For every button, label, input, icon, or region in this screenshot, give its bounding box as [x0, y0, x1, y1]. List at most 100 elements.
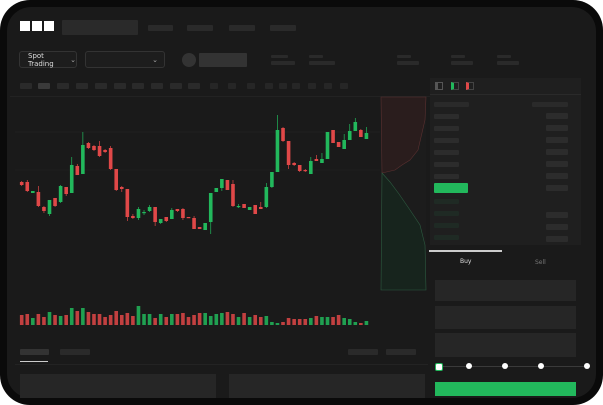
volume-bar — [53, 315, 57, 325]
candle-body — [181, 209, 185, 218]
volume-bar — [75, 311, 80, 325]
price-input[interactable] — [435, 280, 576, 301]
nav-item[interactable] — [187, 25, 213, 31]
candle-body — [281, 128, 285, 141]
chart-tool-icon[interactable] — [292, 83, 300, 89]
volume-bar — [225, 312, 230, 325]
slider-step-75[interactable] — [538, 363, 544, 369]
candle-body — [164, 217, 169, 221]
divider — [10, 96, 430, 97]
timeframe-button[interactable] — [188, 83, 200, 89]
chart-tool-icon[interactable] — [265, 83, 273, 89]
timeframe-button[interactable] — [132, 83, 144, 89]
chart-tool-icon[interactable] — [340, 83, 348, 89]
chart-tool-icon[interactable] — [247, 83, 255, 89]
search-bar[interactable] — [62, 20, 138, 35]
timeframe-button[interactable] — [114, 83, 126, 89]
volume-bar — [58, 316, 63, 325]
chart-tool-icon[interactable] — [279, 83, 287, 89]
chart-tool-icon[interactable] — [210, 83, 218, 89]
nav-item[interactable] — [270, 25, 296, 31]
chart-tool-icon[interactable] — [324, 83, 332, 89]
volume-bar — [286, 318, 291, 325]
volume-bar — [142, 314, 146, 325]
orderbook-asks-icon[interactable] — [466, 82, 474, 90]
volume-bar — [47, 312, 52, 325]
ask-price — [434, 162, 459, 167]
candle-body — [175, 209, 180, 211]
timeframe-button[interactable] — [38, 83, 50, 89]
timeframe-button[interactable] — [170, 83, 182, 89]
volume-bar — [86, 312, 91, 325]
candle-body — [359, 130, 363, 137]
nav-item[interactable] — [229, 25, 255, 31]
volume-bar — [336, 315, 341, 325]
slider-step-100[interactable] — [584, 363, 590, 369]
chart-tool-icon[interactable] — [308, 83, 316, 89]
volume-bar — [314, 316, 319, 325]
filter-button[interactable] — [348, 349, 378, 355]
volume-bar — [270, 322, 274, 325]
volume-bar — [25, 314, 30, 325]
volume-bar — [153, 318, 157, 325]
pair-selector[interactable]: ⌄ — [85, 51, 165, 68]
buy-button[interactable] — [435, 382, 576, 396]
total-input[interactable] — [435, 333, 576, 357]
candle-body — [286, 141, 291, 165]
orders-panel — [20, 374, 216, 398]
amount-slider[interactable] — [440, 366, 588, 367]
candle-body — [47, 200, 52, 214]
timeframe-button[interactable] — [151, 83, 163, 89]
tab-sell[interactable]: Sell — [535, 259, 546, 266]
slider-step-25[interactable] — [466, 363, 472, 369]
price-header — [434, 102, 469, 107]
timeframe-button[interactable] — [95, 83, 107, 89]
stat-label — [451, 55, 465, 58]
candle-body — [275, 130, 280, 172]
candle-body — [309, 161, 313, 174]
market-type-dropdown[interactable]: Spot Trading ⌄ — [19, 51, 77, 68]
ask-price — [434, 138, 459, 143]
okx-logo[interactable] — [20, 21, 54, 31]
slider-step-50[interactable] — [502, 363, 508, 369]
depth-bid-area — [380, 172, 427, 291]
filter-button[interactable] — [386, 349, 416, 355]
volume-bar — [97, 314, 102, 325]
chart-tool-icon[interactable] — [228, 83, 236, 89]
nav-item[interactable] — [148, 25, 173, 31]
volume-bar — [264, 316, 269, 325]
candle-body — [131, 216, 135, 218]
tab-open-orders[interactable] — [20, 349, 49, 355]
volume-bar — [281, 322, 285, 325]
tab-buy[interactable]: Buy — [460, 258, 472, 265]
candle-body — [92, 146, 96, 150]
bid-price — [434, 199, 459, 204]
volume-bar — [136, 306, 141, 325]
volume-bar — [69, 308, 74, 325]
slider-handle[interactable] — [435, 363, 443, 371]
stat-label — [309, 55, 323, 58]
candle-body — [208, 193, 213, 222]
volume-bar — [342, 318, 346, 325]
volume-bar — [81, 308, 85, 325]
volume-bar — [197, 313, 202, 325]
candle-body — [253, 205, 258, 214]
timeframe-button[interactable] — [20, 83, 32, 89]
candle-body — [247, 207, 252, 210]
volume-bar — [247, 317, 252, 325]
candle-body — [25, 182, 30, 191]
volume-bar — [181, 313, 185, 325]
tab-order-history[interactable] — [60, 349, 90, 355]
orderbook-both-icon[interactable] — [435, 82, 443, 90]
candle-body — [186, 217, 191, 219]
timeframe-button[interactable] — [57, 83, 69, 89]
candle-body — [197, 227, 202, 229]
amount-input[interactable] — [435, 306, 576, 329]
orderbook-bids-icon[interactable] — [451, 82, 459, 90]
volume-bar — [175, 314, 180, 325]
timeframe-button[interactable] — [76, 83, 88, 89]
candle-body — [86, 143, 91, 148]
candle-body — [203, 223, 207, 230]
volume-bar — [292, 319, 296, 325]
